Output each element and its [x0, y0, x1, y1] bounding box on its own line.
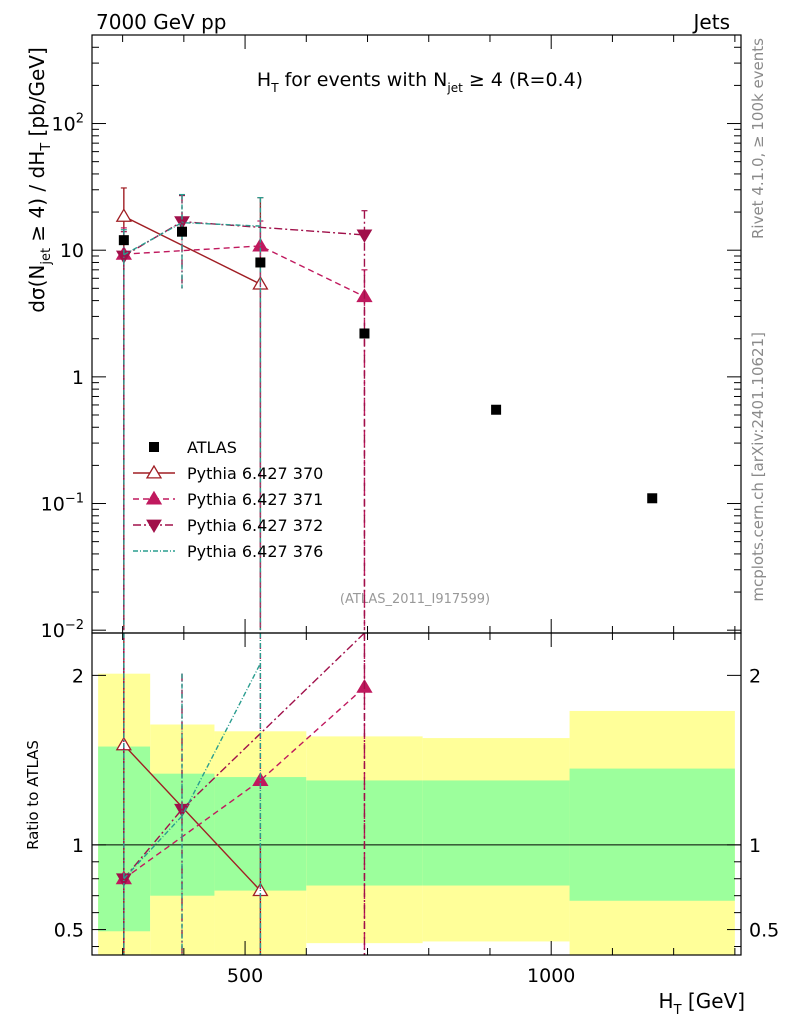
analysis-watermark: (ATLAS_2011_I917599) — [340, 592, 490, 607]
series-line-p372 — [123, 220, 365, 257]
ratio-ytick-label-left-2: 2 — [72, 665, 84, 687]
point-p372-2 — [356, 229, 373, 243]
legend-marker-p371 — [145, 490, 163, 505]
y-tick-label-0: 10−2 — [41, 618, 84, 642]
legend-label-p371: Pythia 6.427 371 — [187, 490, 323, 509]
y-tick-label-3: 10 — [60, 240, 84, 262]
rivet-version-label: Rivet 4.1.0, ≥ 100k events — [749, 38, 767, 239]
legend: ATLAS Pythia 6.427 370 Pythia 6.427 371 Pyt… — [133, 438, 323, 561]
legend-marker-p372 — [146, 519, 162, 533]
atlas-point-0 — [118, 235, 129, 246]
legend-marker-atlas — [149, 442, 159, 452]
y-tick-label-1: 10−1 — [41, 492, 84, 516]
legend-label-p372: Pythia 6.427 372 — [187, 516, 323, 535]
x-tick-label-0: 500 — [227, 965, 263, 987]
legend-label-p370: Pythia 6.427 370 — [187, 464, 323, 483]
ratio-panel-frame — [91, 632, 742, 956]
header-right: Jets — [692, 10, 730, 34]
ratio-y-axis-label: Ratio to ATLAS — [24, 740, 42, 850]
atlas-point-5 — [647, 493, 658, 504]
legend-label-p376: Pythia 6.427 376 — [187, 542, 323, 561]
ratio-line-p372 — [123, 632, 365, 880]
y-axis-label: dσ(Njet ≥ 4) / dHT [pb/GeV] — [25, 47, 54, 313]
y-tick-label-4: 102 — [52, 112, 84, 136]
ratio-band-inner-5 — [569, 768, 735, 901]
atlas-point-2 — [255, 257, 266, 268]
atlas-point-1 — [177, 226, 188, 237]
x-tick-label-1: 1000 — [527, 965, 575, 987]
legend-label-atlas: ATLAS — [187, 438, 237, 457]
chart-title: HT for events with Njet ≥ 4 (R=0.4) — [257, 69, 583, 95]
ratio-ytick-label-right-0: 0.5 — [749, 920, 779, 942]
point-p370-0 — [115, 208, 132, 222]
ratio-ytick-label-left-1: 1 — [72, 835, 84, 857]
atlas-point-3 — [359, 328, 370, 339]
series-line-p376 — [123, 221, 261, 256]
series-line-p371 — [123, 245, 365, 298]
legend-marker-p370 — [145, 464, 163, 479]
ratio-ytick-label-left-0: 0.5 — [54, 920, 84, 942]
ratio-ytick-label-right-1: 1 — [749, 835, 761, 857]
ratio-line-p370 — [123, 744, 261, 892]
x-axis-label: HT [GeV] — [659, 989, 745, 1018]
ratio-ytick-label-right-2: 2 — [749, 665, 761, 687]
ratio-series — [115, 632, 373, 955]
main-series — [115, 187, 658, 631]
header-left: 7000 GeV pp — [96, 10, 227, 34]
atlas-point-4 — [491, 404, 502, 415]
ratio-line-p371 — [123, 686, 365, 880]
y-tick-label-2: 1 — [72, 367, 84, 389]
axes: 500 1000 10−2 10−1 1 10 102 0.5 0.5 1 1 2 2 — [41, 34, 779, 987]
series-line-p370 — [123, 215, 261, 285]
ratio-band-inner-4 — [422, 780, 570, 886]
mcplots-label: mcplots.cern.ch [arXiv:2401.10621] — [749, 332, 767, 602]
